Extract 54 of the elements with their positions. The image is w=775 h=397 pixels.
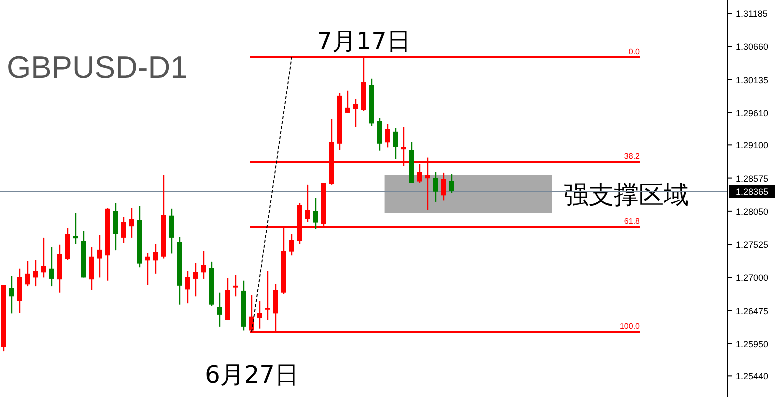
- candlestick: [394, 128, 398, 160]
- candlestick: [202, 250, 206, 280]
- candlestick: [50, 246, 54, 288]
- y-tick-label: 1.25950: [736, 339, 769, 350]
- y-tick-label: 1.28575: [736, 174, 769, 184]
- candlestick: [314, 198, 318, 230]
- candlestick: [266, 270, 270, 321]
- candlestick: [18, 268, 22, 314]
- annotation: 6月27日: [205, 360, 299, 389]
- y-tick-label: 1.31185: [736, 9, 768, 20]
- candlestick: [194, 262, 198, 298]
- annotation: 38.2: [624, 152, 641, 162]
- candlestick: [354, 98, 358, 128]
- candlestick: [450, 174, 454, 194]
- candlestick: [114, 202, 118, 252]
- ref-line-label: 1.28365: [736, 187, 769, 198]
- candlestick: [146, 252, 150, 286]
- candlestick: [290, 234, 294, 256]
- candlestick: [306, 184, 310, 223]
- candlestick: [10, 276, 14, 314]
- y-tick-label: 1.28050: [736, 206, 769, 217]
- candlestick: [346, 90, 350, 114]
- annotation: 61.8: [624, 217, 641, 226]
- candlestick: [42, 237, 46, 278]
- candlestick: [186, 270, 190, 304]
- text: GBPUSD-D1: [7, 50, 188, 85]
- candlestick: [98, 234, 102, 278]
- candlestick: [26, 260, 30, 288]
- candlestick: [378, 117, 382, 152]
- y-tick-label: 1.30135: [736, 75, 769, 86]
- y-tick-label: 1.27000: [736, 273, 769, 284]
- candlestick: [234, 274, 238, 298]
- annotation: 100.0: [620, 322, 641, 331]
- band-label: 强支撑区域: [564, 182, 689, 210]
- candlestick: [130, 208, 134, 239]
- y-tick-label: 1.27525: [736, 240, 769, 250]
- candlestick: [34, 259, 38, 288]
- candlestick: [434, 172, 438, 203]
- candlestick: [154, 244, 158, 275]
- annotation: 7月17日: [317, 27, 411, 56]
- y-tick-label: 1.29100: [736, 140, 769, 151]
- y-tick-label: 1.26475: [736, 306, 769, 316]
- candlestick: [90, 246, 94, 291]
- candlestick: [218, 292, 222, 328]
- candlestick: [386, 124, 390, 148]
- candlestick: [170, 208, 174, 254]
- y-tick-label: 1.25440: [736, 372, 769, 382]
- candlestick: [442, 172, 446, 202]
- candlestick: [122, 216, 126, 244]
- annotation: 0.0: [628, 47, 641, 56]
- candlestick: [74, 212, 78, 245]
- y-tick-label: 1.30660: [736, 42, 769, 52]
- y-tick-label: 1.29610: [736, 108, 769, 118]
- candlestick: [258, 300, 262, 330]
